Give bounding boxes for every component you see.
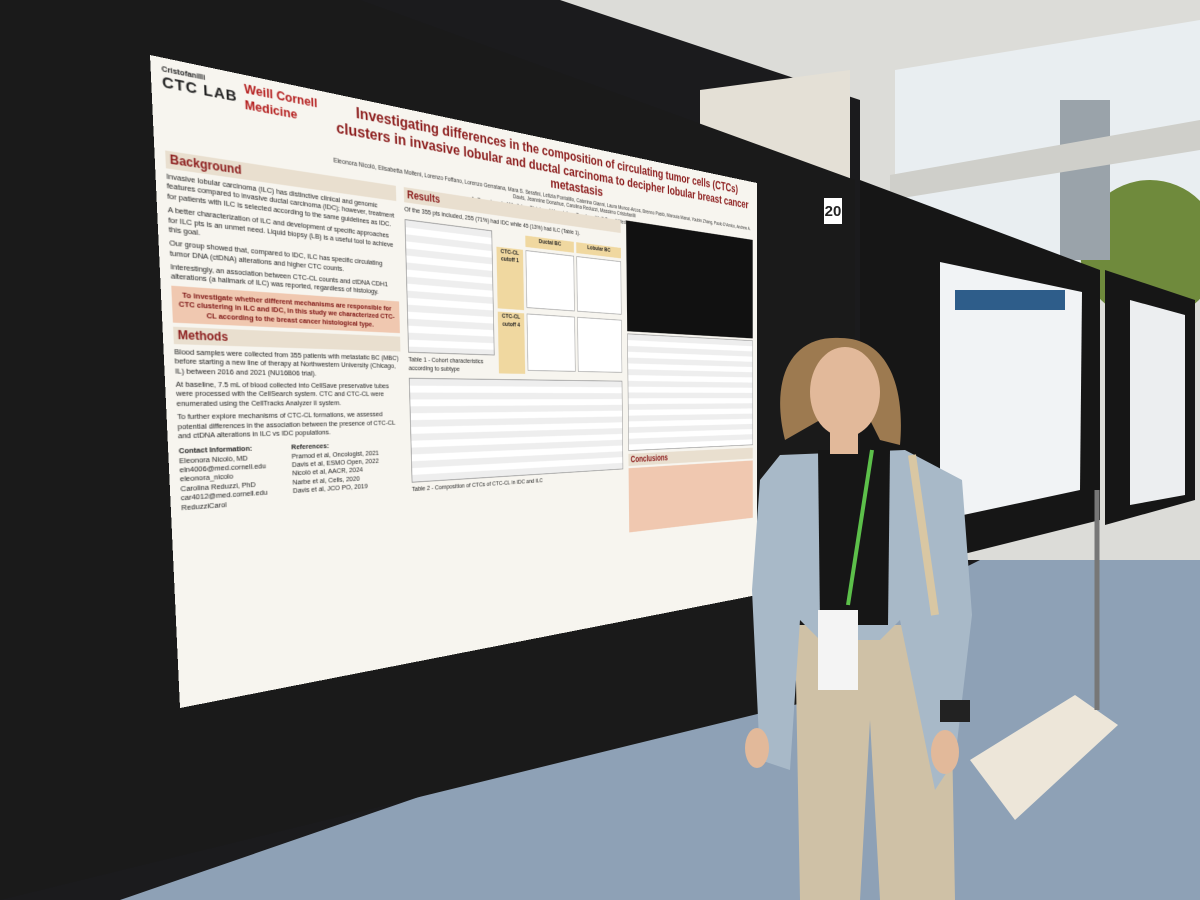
neck bbox=[830, 430, 858, 454]
box bbox=[970, 695, 1118, 820]
watch bbox=[940, 700, 970, 722]
badge bbox=[818, 610, 858, 690]
curtain bbox=[700, 70, 850, 180]
poster bbox=[1130, 300, 1185, 505]
window-frame bbox=[890, 120, 1200, 200]
board-number: 20 bbox=[825, 203, 842, 220]
board-number-card bbox=[824, 198, 842, 224]
poster bbox=[940, 262, 1082, 520]
face bbox=[810, 347, 880, 437]
hand bbox=[745, 728, 769, 768]
poster-header bbox=[955, 290, 1065, 310]
hand bbox=[931, 730, 959, 774]
bag-strap bbox=[908, 454, 939, 616]
tower bbox=[1060, 100, 1110, 260]
lanyard bbox=[846, 449, 874, 606]
trousers bbox=[795, 625, 955, 900]
top bbox=[818, 450, 890, 625]
